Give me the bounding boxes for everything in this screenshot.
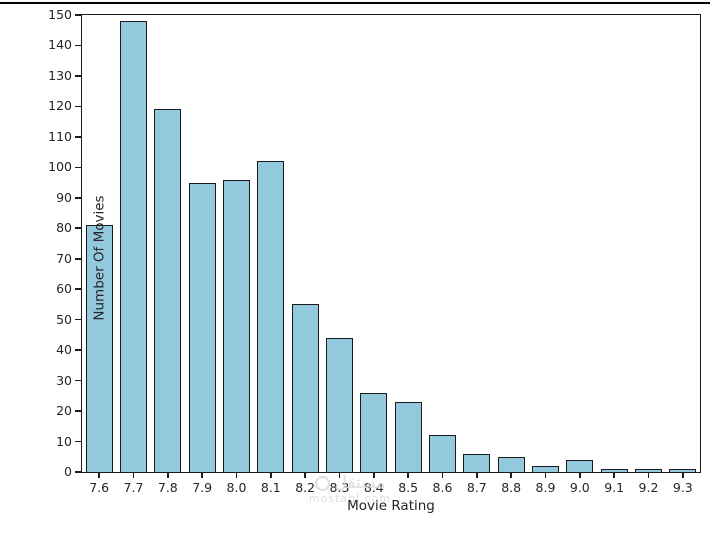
y-tick-label-130: 130 xyxy=(48,67,72,83)
bar-9.3 xyxy=(669,468,697,472)
x-tick-label-9.1: 9.1 xyxy=(604,480,625,495)
x-tick-label-8.1: 8.1 xyxy=(260,480,281,495)
y-tick-mark-80 xyxy=(75,227,82,230)
y-tick-label-30: 30 xyxy=(56,372,72,388)
bar-8.3 xyxy=(326,337,353,472)
bar-9.1 xyxy=(600,468,628,472)
bar-9.0 xyxy=(566,459,594,472)
bar-7.8 xyxy=(154,109,182,472)
y-tick-label-70: 70 xyxy=(56,250,72,266)
x-tick-label-7.7: 7.7 xyxy=(123,480,144,495)
x-tick-mark-7.6 xyxy=(98,472,100,478)
x-tick-mark-8.8 xyxy=(510,472,512,478)
bar-8.4 xyxy=(360,392,388,472)
y-tick-label-80: 80 xyxy=(56,220,72,236)
y-tick-label-60: 60 xyxy=(56,281,72,297)
x-axis-label: Movie Rating xyxy=(347,498,435,514)
x-tick-mark-8.0 xyxy=(235,472,238,478)
x-tick-mark-8.3 xyxy=(338,472,341,478)
bar-9.2 xyxy=(635,468,662,472)
x-tick-label-7.8: 7.8 xyxy=(157,480,178,495)
y-tick-mark-120 xyxy=(75,105,82,108)
x-tick-label-8.4: 8.4 xyxy=(363,480,384,495)
y-tick-label-10: 10 xyxy=(56,433,72,449)
x-tick-label-8.3: 8.3 xyxy=(329,480,350,495)
x-tick-mark-8.9 xyxy=(544,472,547,478)
bar-8.2 xyxy=(291,304,319,472)
bar-7.6 xyxy=(85,225,113,472)
y-tick-mark-0 xyxy=(75,471,82,473)
y-tick-label-90: 90 xyxy=(56,189,72,205)
bar-8.6 xyxy=(429,435,456,472)
x-tick-mark-7.8 xyxy=(167,472,169,478)
y-tick-mark-70 xyxy=(75,257,82,260)
y-tick-mark-50 xyxy=(75,318,82,321)
x-tick-mark-9.3 xyxy=(682,472,684,478)
x-tick-label-9.0: 9.0 xyxy=(569,480,590,495)
x-tick-mark-9.0 xyxy=(579,472,581,478)
x-tick-mark-7.9 xyxy=(201,472,203,478)
x-tick-label-8.6: 8.6 xyxy=(432,480,453,495)
y-tick-mark-40 xyxy=(75,349,82,351)
y-tick-mark-130 xyxy=(75,75,82,77)
x-tick-label-8.2: 8.2 xyxy=(295,480,316,495)
y-tick-label-40: 40 xyxy=(56,342,72,358)
x-tick-label-7.6: 7.6 xyxy=(89,480,110,495)
x-tick-label-8.7: 8.7 xyxy=(466,480,487,495)
x-tick-label-8.0: 8.0 xyxy=(226,480,247,495)
bar-7.9 xyxy=(188,182,216,472)
x-tick-label-8.5: 8.5 xyxy=(398,480,419,495)
y-tick-label-140: 140 xyxy=(48,37,72,53)
bar-8.1 xyxy=(257,161,285,472)
x-tick-label-9.3: 9.3 xyxy=(672,480,693,495)
window-top-border xyxy=(0,2,710,4)
y-tick-label-100: 100 xyxy=(48,159,72,175)
x-tick-label-9.2: 9.2 xyxy=(638,480,659,495)
bar-7.7 xyxy=(120,21,147,472)
y-tick-mark-10 xyxy=(75,440,82,443)
bars-container xyxy=(82,15,700,472)
y-tick-mark-90 xyxy=(75,197,82,199)
y-axis-label: Number Of Movies xyxy=(91,195,108,321)
x-tick-mark-8.4 xyxy=(373,472,375,478)
x-tick-mark-8.7 xyxy=(476,472,478,478)
x-tick-mark-8.6 xyxy=(441,472,444,478)
y-tick-mark-100 xyxy=(75,166,82,169)
y-tick-mark-30 xyxy=(75,379,82,382)
x-tick-label-8.8: 8.8 xyxy=(501,480,522,495)
y-tick-mark-20 xyxy=(75,410,82,412)
x-tick-mark-8.5 xyxy=(407,472,409,478)
bar-8.0 xyxy=(223,179,250,472)
x-tick-mark-7.7 xyxy=(132,472,135,478)
bar-8.9 xyxy=(532,465,559,472)
y-tick-mark-150 xyxy=(75,14,82,16)
y-tick-label-50: 50 xyxy=(56,311,72,327)
bar-8.7 xyxy=(463,453,491,472)
bar-8.8 xyxy=(497,456,525,472)
y-tick-mark-110 xyxy=(75,136,82,138)
x-tick-label-7.9: 7.9 xyxy=(192,480,213,495)
x-tick-label-8.9: 8.9 xyxy=(535,480,556,495)
y-tick-mark-140 xyxy=(75,44,82,47)
y-tick-label-0: 0 xyxy=(64,464,72,479)
y-tick-label-110: 110 xyxy=(48,128,72,144)
plot-area: Number Of Movies 0 10 20 30 40 50 60 70 80 90 100 1… xyxy=(48,7,701,495)
bar-8.5 xyxy=(394,401,422,472)
y-tick-label-20: 20 xyxy=(56,403,72,419)
x-tick-mark-9.2 xyxy=(647,472,650,478)
x-tick-mark-8.2 xyxy=(304,472,306,478)
x-tick-mark-8.1 xyxy=(270,472,272,478)
y-tick-label-120: 120 xyxy=(48,98,72,114)
x-tick-mark-9.1 xyxy=(613,472,615,478)
y-tick-mark-60 xyxy=(75,288,82,290)
y-tick-label-150: 150 xyxy=(48,7,72,22)
